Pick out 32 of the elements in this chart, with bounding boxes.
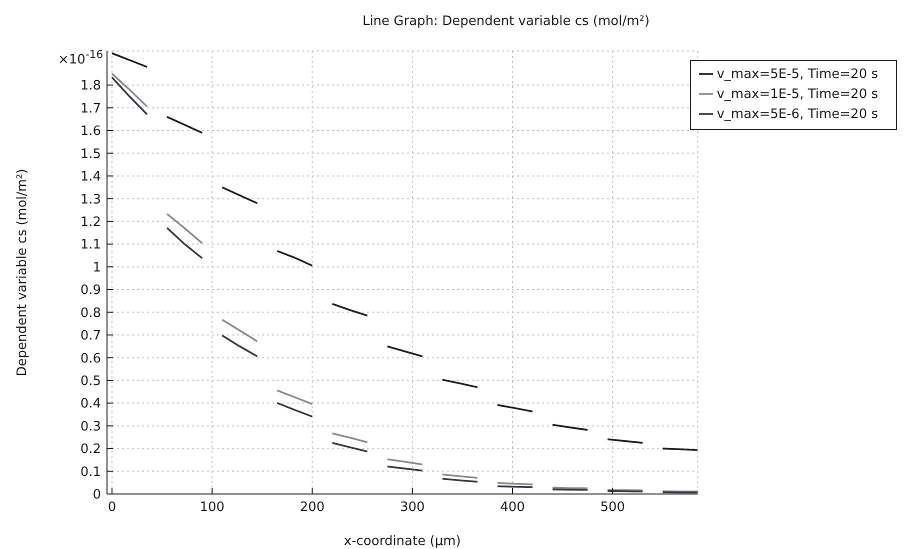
y-tick-label: 1.7 <box>80 101 101 116</box>
y-tick-label: 0.1 <box>80 464 101 480</box>
y-tick-label: 1.6 <box>80 124 101 140</box>
y-tick-label: 1.1 <box>80 238 101 253</box>
x-axis-title: x-coordinate (µm) <box>344 534 461 549</box>
y-tick-label: 0.9 <box>80 283 101 298</box>
x-tick-label: 400 <box>500 500 525 516</box>
y-tick-label: 0.4 <box>80 396 101 412</box>
y-tick-label: 1 <box>92 260 101 276</box>
y-tick-label: 1.3 <box>80 192 101 208</box>
y-tick-label: 0.6 <box>80 351 101 366</box>
y-tick-label: 0.3 <box>80 419 101 434</box>
legend-label: v_max=5E-6, Time=20 s <box>716 107 878 122</box>
legend-label: v_max=1E-5, Time=20 s <box>716 87 878 102</box>
y-tick-label: 1.2 <box>80 215 101 230</box>
chart-title: Line Graph: Dependent variable cs (mol/m²) <box>361 14 651 29</box>
x-tick-label: 500 <box>600 500 626 516</box>
y-axis-title: Dependent variable cs (mol/m²) <box>15 168 30 376</box>
y-tick-label: 0.5 <box>80 374 101 390</box>
y-tick-label: 0.7 <box>80 328 101 344</box>
y-tick-label: 0.2 <box>80 442 101 458</box>
y-tick-label: 1.8 <box>80 78 101 94</box>
y-tick-label: 1.4 <box>80 170 101 185</box>
x-tick-label: 200 <box>300 500 325 516</box>
axis-multiplier: ×10$^{-16}$ <box>58 48 104 68</box>
y-tick-label: 0.8 <box>80 306 101 321</box>
x-tick-label: 300 <box>400 500 425 516</box>
x-tick-label: 0 <box>108 500 116 516</box>
y-tick-label: 1.5 <box>80 146 101 162</box>
legend-label: v_max=5E-5, Time=20 s <box>716 67 878 82</box>
y-tick-label: 0 <box>92 488 101 503</box>
x-tick-label: 100 <box>200 500 225 516</box>
